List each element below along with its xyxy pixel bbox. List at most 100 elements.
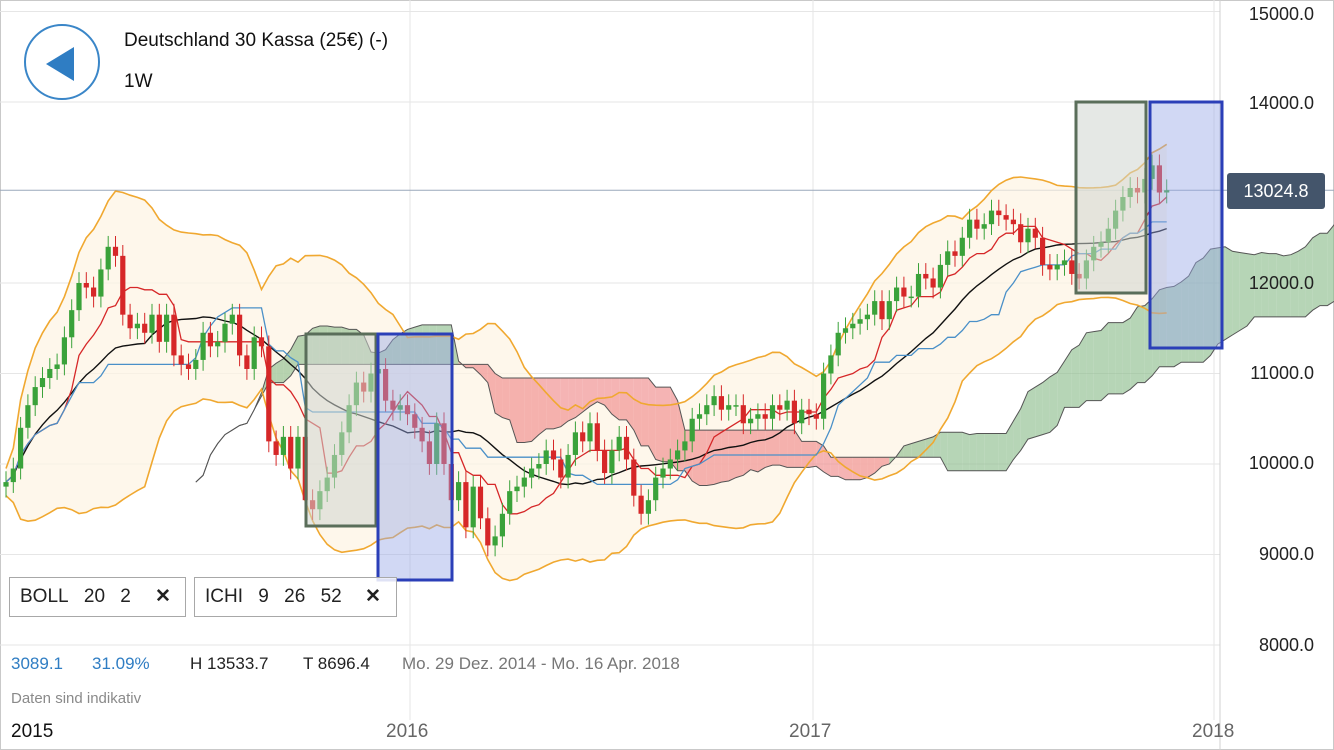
- candle-body: [61, 337, 67, 365]
- ichimoku-cloud-segment: [1261, 252, 1269, 317]
- candle-body: [258, 337, 265, 347]
- y-tick-label: 12000.0: [1248, 273, 1314, 293]
- kijun-line: [5, 221, 1167, 486]
- candle-body: [280, 436, 286, 455]
- ichimoku-cloud-segment: [538, 378, 547, 435]
- candle-body: [791, 400, 797, 424]
- candle-body: [244, 355, 250, 369]
- candle-body: [945, 251, 951, 265]
- candle-body: [185, 364, 192, 369]
- candle-body: [1061, 260, 1068, 265]
- close-icon[interactable]: ✕: [155, 586, 171, 607]
- last-price-badge: 13024.8: [1227, 173, 1325, 209]
- ichimoku-cloud-segment: [648, 378, 656, 460]
- indicator-chip-ichi[interactable]: ICHI 9 26 52 ✕: [194, 577, 397, 617]
- candle-body: [609, 450, 615, 474]
- candle-body: [959, 237, 965, 256]
- candle-body: [550, 450, 557, 460]
- ichimoku-cloud-segment: [560, 378, 569, 427]
- candle-body: [1010, 219, 1016, 225]
- close-icon[interactable]: ✕: [365, 586, 381, 607]
- senkou-a-line: [195, 224, 1334, 486]
- ichimoku-cloud-segment: [517, 378, 525, 443]
- candle-body: [718, 396, 724, 410]
- ichimoku-cloud-segment: [955, 432, 963, 471]
- candle-body: [507, 491, 513, 514]
- candle-body: [974, 219, 980, 229]
- ichimoku-cloud-segment: [1254, 252, 1262, 317]
- ichimoku-cloud-segment: [298, 335, 306, 365]
- candle-body: [857, 319, 863, 324]
- ichimoku-cloud-segment: [509, 378, 517, 443]
- candle-body: [915, 273, 922, 297]
- candle-body: [748, 418, 754, 424]
- candle-body: [83, 283, 89, 288]
- candle-body: [930, 278, 936, 288]
- indicator-chip-boll[interactable]: BOLL 20 2 ✕: [9, 577, 186, 617]
- ichimoku-cloud-segment: [1115, 322, 1123, 394]
- ichimoku-cloud-segment: [874, 457, 882, 474]
- candle-body: [587, 423, 593, 442]
- candle-body: [580, 432, 586, 442]
- ichimoku-cloud-segment: [1020, 391, 1028, 451]
- ichimoku-cloud-segment: [575, 378, 583, 418]
- candle-body: [149, 314, 155, 333]
- ichimoku-cloud-segment: [1035, 382, 1043, 437]
- candle-body: [879, 301, 885, 320]
- candle-body: [156, 314, 162, 342]
- ichimoku-cloud-segment: [823, 445, 831, 477]
- ichimoku-cloud-segment: [1079, 332, 1087, 408]
- ichimoku-cloud-segment: [1108, 322, 1116, 394]
- highlight-box-blue: [376, 332, 454, 582]
- candle-body: [434, 423, 440, 464]
- candle-body: [1149, 165, 1155, 179]
- candle-body: [565, 454, 571, 478]
- ichimoku-cloud-segment: [962, 432, 970, 471]
- candle-body: [1156, 165, 1162, 193]
- boll-upper-line: [5, 143, 1168, 469]
- x-tick-label: 2018: [1192, 721, 1235, 742]
- candle-body: [215, 341, 221, 347]
- candle-body: [996, 210, 1002, 216]
- ichimoku-cloud-segment: [1188, 262, 1196, 363]
- ichimoku-cloud-segment: [524, 378, 532, 443]
- ichimoku-cloud-segment: [1137, 305, 1145, 383]
- ichimoku-cloud-segment: [663, 387, 671, 462]
- candle-body: [477, 486, 484, 519]
- candle-body: [514, 486, 520, 492]
- candle-body: [631, 459, 637, 496]
- back-button[interactable]: [24, 24, 100, 100]
- ichimoku-cloud-segment: [385, 339, 393, 365]
- ichimoku-cloud-segment: [1130, 306, 1138, 390]
- candle-body: [1032, 228, 1038, 238]
- ichimoku-cloud-segment: [400, 329, 408, 365]
- candle-body: [193, 359, 199, 369]
- ichimoku-cloud-segment: [1006, 421, 1014, 471]
- ichimoku-cloud-segment: [1247, 253, 1255, 326]
- ichimoku-cloud-segment: [465, 364, 474, 368]
- ichimoku-cloud-segment: [772, 430, 780, 466]
- candle-body: [485, 518, 491, 546]
- candle-body: [967, 219, 973, 238]
- candle-body: [10, 468, 16, 483]
- candle-body: [1003, 215, 1009, 220]
- ichimoku-cloud-segment: [765, 430, 773, 468]
- tenkan-line: [5, 196, 1168, 515]
- disclaimer-note: Daten sind indikativ: [11, 690, 142, 707]
- ichimoku-cloud-segment: [976, 433, 985, 471]
- ichimoku-cloud-segment: [276, 358, 284, 383]
- ichimoku-cloud-segment: [816, 441, 824, 472]
- ichimoku-cloud-segment: [1327, 224, 1334, 306]
- candle-body: [726, 405, 732, 410]
- candle-body: [594, 423, 600, 451]
- ichimoku-cloud-segment: [947, 432, 955, 471]
- ichimoku-cloud-segment: [546, 378, 554, 429]
- candle-body: [543, 450, 549, 464]
- y-tick-label: 8000.0: [1258, 635, 1314, 655]
- ichimoku-cloud-segment: [604, 378, 612, 415]
- high-value: H 13533.7: [190, 654, 269, 673]
- ichimoku-cloud-segment: [392, 333, 401, 365]
- ichimoku-cloud-segment: [903, 443, 912, 458]
- candle-body: [32, 387, 38, 406]
